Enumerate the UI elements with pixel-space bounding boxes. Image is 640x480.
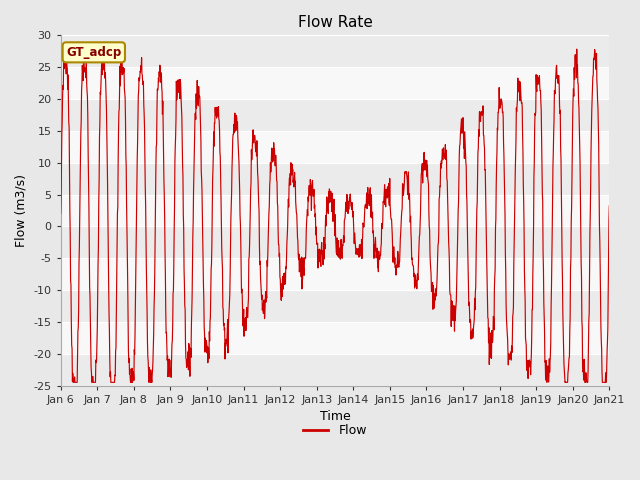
X-axis label: Time: Time (319, 410, 350, 423)
Bar (61, 67, 609, 99)
Bar (61, 322, 609, 354)
Bar (61, 194, 609, 227)
Legend: Flow: Flow (298, 420, 372, 442)
Bar (61, 131, 609, 163)
Title: Flow Rate: Flow Rate (298, 15, 372, 30)
Y-axis label: Flow (m3/s): Flow (m3/s) (15, 174, 28, 247)
Bar (61, 227, 609, 258)
Bar (61, 99, 609, 131)
Bar (61, 163, 609, 194)
Text: GT_adcp: GT_adcp (66, 46, 122, 59)
Bar (61, 36, 609, 67)
Bar (61, 258, 609, 290)
Bar (61, 354, 609, 385)
Bar (61, 290, 609, 322)
